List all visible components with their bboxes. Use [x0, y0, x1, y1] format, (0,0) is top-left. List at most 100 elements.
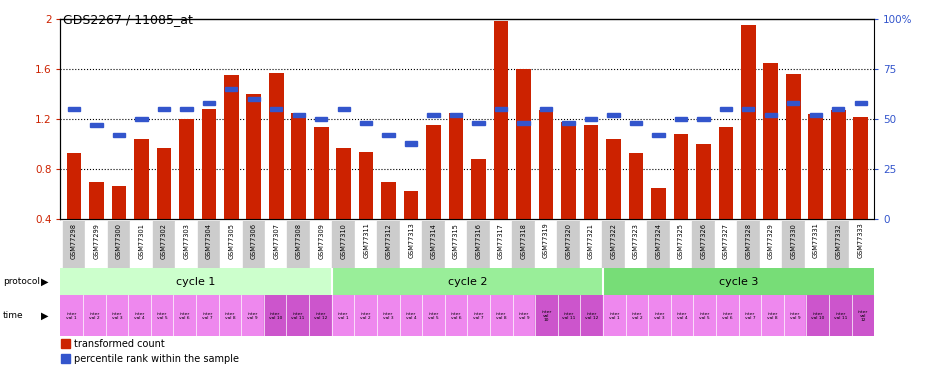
- Bar: [563, 121, 575, 126]
- Text: inter
val 4: inter val 4: [134, 312, 145, 320]
- Bar: [738, 295, 761, 336]
- Bar: [737, 221, 760, 268]
- Bar: [332, 268, 603, 295]
- Bar: [224, 75, 239, 219]
- Text: GSM77306: GSM77306: [251, 223, 257, 259]
- Bar: [808, 114, 823, 219]
- Bar: [832, 106, 844, 111]
- Text: inter
val 5: inter val 5: [157, 312, 167, 320]
- Text: GSM77330: GSM77330: [790, 223, 796, 258]
- Bar: [180, 106, 193, 111]
- Bar: [400, 221, 422, 268]
- Bar: [428, 112, 440, 117]
- Bar: [128, 295, 151, 336]
- Bar: [580, 295, 603, 336]
- Bar: [517, 121, 530, 126]
- Text: GSM77302: GSM77302: [161, 223, 166, 259]
- Text: inter
val 8: inter val 8: [225, 312, 235, 320]
- Bar: [830, 110, 845, 219]
- Text: inter
val 11: inter val 11: [563, 312, 576, 320]
- Text: inter
val 8: inter val 8: [767, 312, 777, 320]
- Bar: [606, 139, 620, 219]
- Bar: [512, 295, 535, 336]
- Bar: [603, 268, 874, 295]
- Bar: [855, 100, 867, 105]
- Bar: [607, 112, 619, 117]
- Text: GSM77324: GSM77324: [656, 223, 661, 259]
- Bar: [67, 153, 81, 219]
- Text: inter
val 2: inter val 2: [631, 312, 643, 320]
- Text: GSM77328: GSM77328: [745, 223, 751, 259]
- Bar: [849, 221, 872, 268]
- Bar: [404, 190, 418, 219]
- Bar: [647, 221, 670, 268]
- Bar: [673, 134, 688, 219]
- Bar: [156, 148, 171, 219]
- Bar: [557, 221, 579, 268]
- Text: GSM77300: GSM77300: [116, 223, 122, 259]
- Bar: [538, 110, 553, 219]
- Text: GSM77307: GSM77307: [273, 223, 279, 259]
- Text: inter
val 7: inter val 7: [473, 312, 484, 320]
- Text: inter
val 4: inter val 4: [677, 312, 687, 320]
- Bar: [269, 73, 284, 219]
- Bar: [89, 182, 104, 219]
- Bar: [179, 119, 193, 219]
- Bar: [337, 148, 351, 219]
- Bar: [174, 295, 196, 336]
- Bar: [197, 221, 220, 268]
- Text: inter
val 9: inter val 9: [519, 312, 529, 320]
- Bar: [535, 221, 557, 268]
- Text: GSM77332: GSM77332: [835, 223, 842, 258]
- Bar: [135, 117, 148, 122]
- Text: inter
val 9: inter val 9: [247, 312, 258, 320]
- Bar: [719, 127, 733, 219]
- Bar: [225, 87, 237, 92]
- Bar: [694, 295, 716, 336]
- Bar: [629, 153, 644, 219]
- Bar: [60, 268, 332, 295]
- Text: GSM77325: GSM77325: [678, 223, 684, 259]
- Bar: [760, 221, 782, 268]
- Bar: [741, 25, 755, 219]
- Bar: [827, 221, 849, 268]
- Bar: [535, 295, 558, 336]
- Text: GSM77301: GSM77301: [139, 223, 144, 258]
- Bar: [130, 221, 153, 268]
- Text: inter
val 4: inter val 4: [405, 312, 416, 320]
- Bar: [202, 109, 216, 219]
- Bar: [652, 133, 665, 138]
- Bar: [761, 295, 784, 336]
- Bar: [603, 221, 625, 268]
- Bar: [784, 295, 806, 336]
- Bar: [243, 221, 265, 268]
- Bar: [61, 354, 70, 363]
- Bar: [405, 141, 418, 146]
- Bar: [671, 295, 694, 336]
- Bar: [378, 221, 400, 268]
- Text: cycle 2: cycle 2: [447, 277, 487, 286]
- Text: protocol: protocol: [3, 277, 40, 286]
- Text: GSM77327: GSM77327: [723, 223, 729, 259]
- Text: inter
val 2: inter val 2: [360, 312, 371, 320]
- Text: inter
val 10: inter val 10: [269, 312, 282, 320]
- Bar: [558, 295, 580, 336]
- Bar: [270, 106, 283, 111]
- Bar: [400, 295, 422, 336]
- Bar: [264, 295, 286, 336]
- Bar: [764, 112, 777, 117]
- Bar: [86, 221, 108, 268]
- Text: inter
val 11: inter val 11: [291, 312, 304, 320]
- Text: GSM77318: GSM77318: [521, 223, 526, 258]
- Bar: [490, 295, 512, 336]
- Bar: [603, 295, 626, 336]
- Bar: [112, 186, 126, 219]
- Bar: [445, 295, 467, 336]
- Bar: [495, 106, 507, 111]
- Text: GDS2267 / 11085_at: GDS2267 / 11085_at: [63, 13, 193, 26]
- Bar: [494, 21, 509, 219]
- Bar: [241, 295, 264, 336]
- Text: inter
val 1: inter val 1: [66, 312, 77, 320]
- Bar: [854, 117, 868, 219]
- Bar: [332, 221, 355, 268]
